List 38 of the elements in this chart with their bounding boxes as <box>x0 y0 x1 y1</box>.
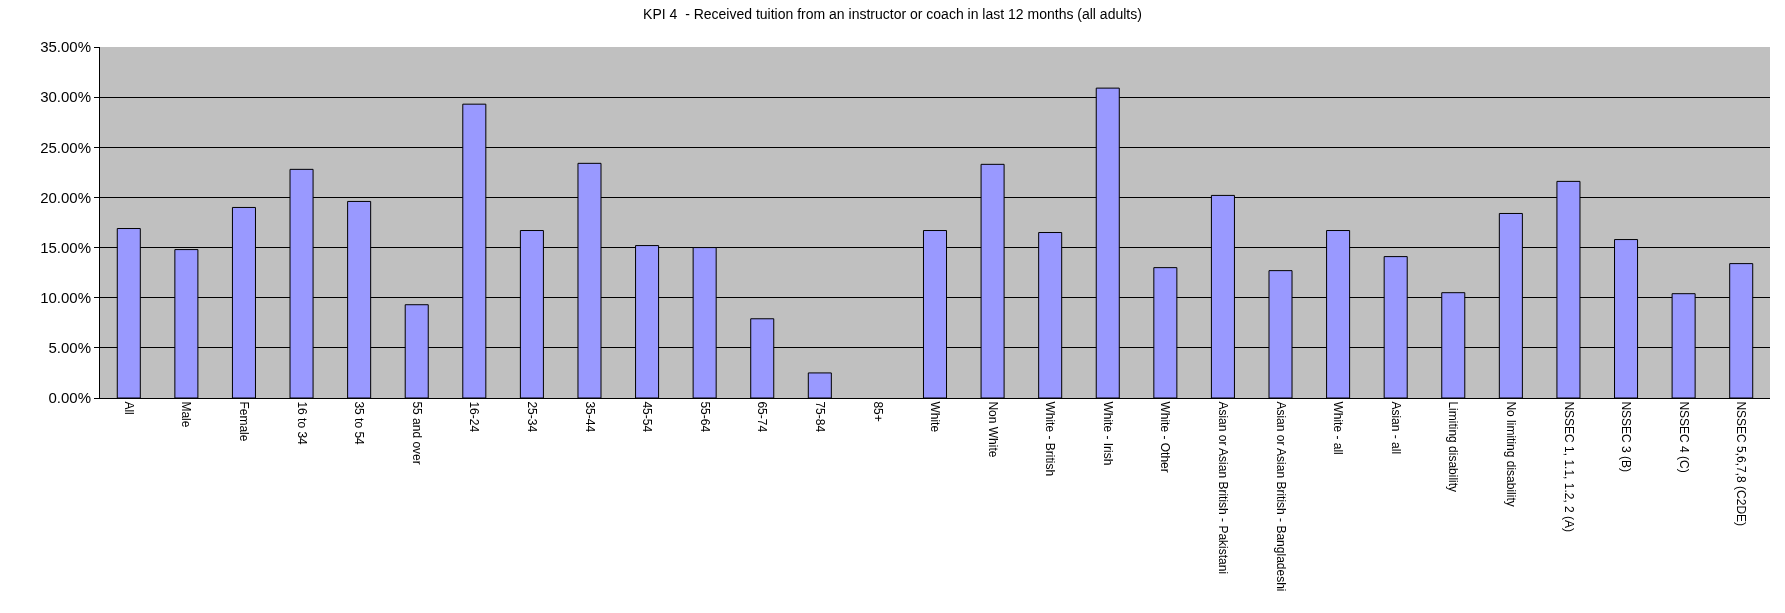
x-tick-label: 55 and over <box>409 401 424 465</box>
x-tick-label: 35-44 <box>582 401 597 433</box>
x-tick-label: Asian or Asian British - Bangladeshi <box>1273 401 1288 592</box>
x-tick-label: 65-74 <box>755 401 770 433</box>
y-tick-label: 25.00% <box>40 138 91 156</box>
x-tick-label: 55-64 <box>697 401 712 433</box>
x-tick-label: NSSEC 3 (B) <box>1619 401 1634 473</box>
x-tick-label: Asian - all <box>1388 401 1403 455</box>
x-tick-label: 35 to 54 <box>352 401 367 446</box>
y-tick-label: 10.00% <box>40 288 91 306</box>
x-tick-label: Non White <box>985 401 1000 458</box>
x-tick-label: 16-24 <box>467 401 482 433</box>
y-tick-label: 30.00% <box>40 88 91 106</box>
x-tick-label: White - Other <box>1158 401 1173 473</box>
x-tick-label: 85+ <box>870 401 885 422</box>
x-tick-label: No limiting disability <box>1503 401 1518 507</box>
x-tick-label: Limiting disability <box>1446 401 1461 493</box>
chart-title: KPI 4 - Received tuition from an instructor or coach in last 12 months (all adults) <box>643 5 1142 22</box>
x-tick-label: 45-54 <box>640 401 655 433</box>
x-tick-label: 16 to 34 <box>294 401 309 446</box>
x-tick-label: Male <box>179 401 194 428</box>
x-tick-label: White - Irish <box>1100 401 1115 466</box>
x-tick-label: 75-84 <box>812 401 827 433</box>
x-tick-label: White - all <box>1331 401 1346 455</box>
x-tick-label: NSSEC 4 (C) <box>1676 401 1691 473</box>
y-tick-label: 5.00% <box>48 339 91 357</box>
x-tick-label: NSSEC 1, 1.1, 1.2, 2 (A) <box>1561 401 1576 533</box>
x-tick-label: Asian or Asian British - Pakistani <box>1216 401 1231 575</box>
y-tick-label: 20.00% <box>40 188 91 206</box>
x-tick-label: White <box>928 401 943 433</box>
x-tick-label: 25-34 <box>525 401 539 433</box>
x-tick-label: NSSEC 5,6,7,8 (C2DE) <box>1734 401 1749 527</box>
x-tick-label: All <box>121 401 136 415</box>
y-tick-label: 15.00% <box>40 238 91 256</box>
x-tick-label: Female <box>237 401 252 442</box>
y-tick-label: 35.00% <box>40 38 91 56</box>
x-tick-label: White - British <box>1043 401 1058 477</box>
y-tick-label: 0.00% <box>48 389 91 407</box>
